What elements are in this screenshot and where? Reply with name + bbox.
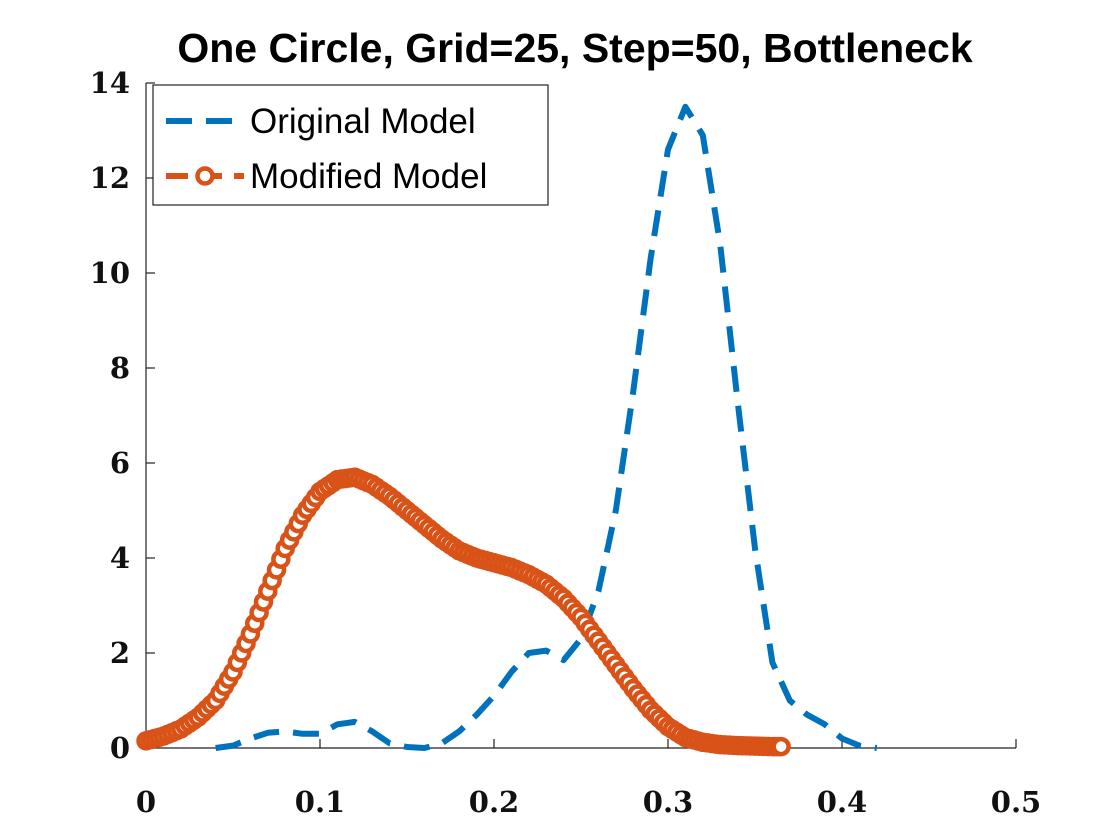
x-tick-label: 0 [136,785,156,819]
y-tick-label: 10 [90,256,130,290]
y-tick-label: 4 [110,541,130,575]
data-point [771,736,791,757]
legend-marker [195,166,215,186]
legend-box [152,84,549,206]
y-tick-label: 6 [110,446,130,480]
x-tick-label: 0.2 [469,785,519,819]
x-tick-label: 0.1 [295,785,345,819]
y-tick-label: 0 [110,731,130,765]
plot-area [136,103,878,757]
x-tick-label: 0.4 [817,785,867,819]
legend-label: Original Model [250,102,476,141]
y-tick-label: 8 [110,351,130,385]
series-line-1 [145,474,782,750]
chart-title: One Circle, Grid=25, Step=50, Bottleneck [177,25,972,71]
x-tick-label: 0.3 [643,785,693,819]
series-line-0 [215,103,878,751]
x-tick-label: 0.5 [991,785,1041,819]
legend-label: Modified Model [250,157,487,196]
axes: 0 0.1 0.2 0.3 0.4 0.5 0 2 4 6 8 10 12 14 [90,66,1042,819]
y-tick-label: 2 [110,636,130,670]
y-tick-label: 12 [90,161,130,195]
legend: Original Model Modified Model [152,84,549,206]
y-tick-label: 14 [90,66,130,100]
